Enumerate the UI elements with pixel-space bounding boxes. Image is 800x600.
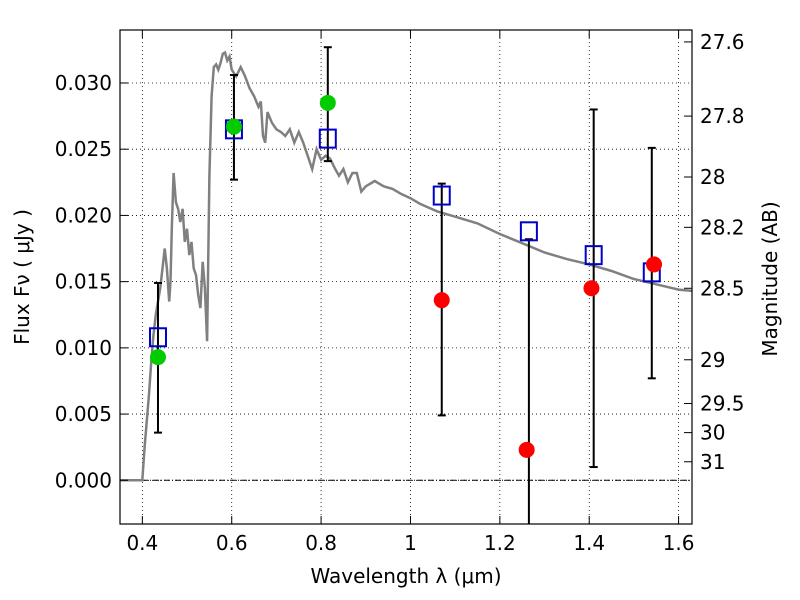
spectrum-line — [120, 50, 692, 482]
y-axis-title-left: Flux Fν ( μJy ) — [10, 209, 34, 345]
x-tick-label: 1.2 — [484, 531, 516, 555]
x-ticks: 0.4 0.6 0.8 1 1.2 1.4 1.6 — [126, 30, 695, 555]
x-tick-label: 0.6 — [216, 531, 248, 555]
mag-tick-label: 28.2 — [700, 215, 745, 239]
observed-point — [646, 256, 663, 273]
y-tick-label: 0.005 — [55, 402, 112, 426]
y-tick-label: 0.025 — [55, 137, 112, 161]
grid — [120, 30, 692, 524]
y-tick-label: 0.020 — [55, 203, 112, 227]
x-tick-label: 0.4 — [126, 531, 158, 555]
y-axis-title-right: Magnitude (AB) — [758, 201, 782, 356]
mag-tick-label: 30 — [700, 421, 725, 445]
plot-frame — [119, 29, 693, 525]
mag-tick-label: 29 — [700, 348, 725, 372]
x-tick-label: 0.8 — [305, 531, 337, 555]
plot-layer — [120, 46, 692, 524]
x-axis-title: Wavelength λ (μm) — [310, 564, 501, 588]
mag-tick-label: 27.8 — [700, 104, 745, 128]
x-tick-label: 1 — [404, 531, 417, 555]
mag-tick-label: 29.5 — [700, 391, 745, 415]
detection-point — [319, 94, 336, 111]
model-square-marker — [148, 327, 167, 348]
mag-tick-label: 28.5 — [700, 276, 745, 300]
x-tick-label: 1.4 — [573, 531, 605, 555]
observed-point — [518, 441, 535, 458]
plot-area — [120, 46, 692, 524]
y-ticks: 0.000 0.005 0.010 0.015 0.020 0.025 0.030 — [55, 71, 128, 492]
mag-tick-label: 31 — [700, 450, 725, 474]
y-tick-label: 0.010 — [55, 336, 112, 360]
mag-tick-label: 28 — [700, 165, 725, 189]
model-square-marker — [432, 185, 451, 206]
mag-tick-label: 27.6 — [700, 30, 745, 54]
model-square-marker — [584, 245, 603, 266]
observed-point — [433, 292, 450, 309]
y-tick-label: 0.030 — [55, 71, 112, 95]
x-tick-label: 1.6 — [663, 531, 695, 555]
detection-point — [225, 118, 242, 135]
model-square-marker — [318, 128, 337, 149]
model-square-marker — [519, 221, 538, 242]
observed-point — [583, 280, 600, 297]
mag-ticks: 27.6 27.8 28 28.2 28.5 29 29.5 30 31 — [684, 30, 745, 474]
y-tick-label: 0.000 — [55, 468, 112, 492]
detection-point — [149, 349, 166, 366]
y-tick-label: 0.015 — [55, 270, 112, 294]
